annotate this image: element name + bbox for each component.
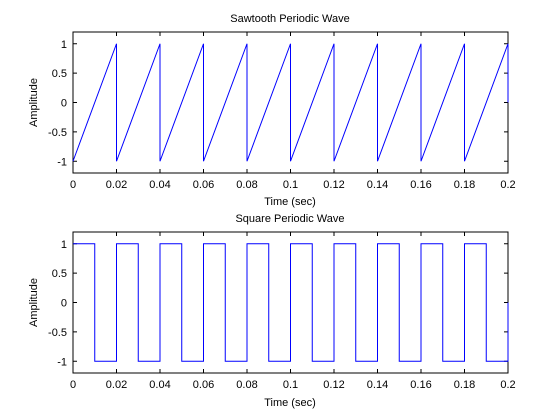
- square-x-tick-label: 0.18: [454, 379, 475, 391]
- square-x-tick-label: 0.1: [283, 379, 298, 391]
- square-y-tick-label: 1: [61, 239, 67, 251]
- sawtooth-y-tick-label: 0: [61, 98, 67, 110]
- square-y-axis-label: Amplitude: [28, 278, 40, 327]
- square-x-tick-label: 0.16: [410, 379, 431, 391]
- square-y-tick-label: -0.5: [48, 327, 67, 339]
- sawtooth-y-axis-label: Amplitude: [28, 78, 40, 127]
- square-wave-line: [73, 243, 509, 362]
- square-x-tick-label: 0.14: [367, 379, 388, 391]
- sawtooth-x-tick-label: 0.12: [323, 179, 344, 191]
- sawtooth-x-tick-label: 0.14: [367, 179, 388, 191]
- square-x-tick-label: 0.02: [106, 379, 127, 391]
- square-x-tick-label: 0.12: [323, 379, 344, 391]
- square-x-ticks: 0 0.02 0.04 0.06 0.08 0.1 0.12 0.14 0.16 0.18 0.2: [70, 232, 516, 391]
- sawtooth-x-tick-label: 0: [70, 179, 76, 191]
- square-subplot: Square Periodic Wave 0 0.02 0.04 0.06 0.08 0.…: [28, 213, 516, 409]
- sawtooth-subplot: Sawtooth Periodic Wave 0 0.02 0.04 0.06 0.08…: [28, 13, 516, 208]
- square-title: Square Periodic Wave: [235, 213, 344, 225]
- sawtooth-wave-line: [72, 43, 509, 162]
- sawtooth-x-tick-label: 0.1: [283, 179, 298, 191]
- square-x-tick-label: 0.08: [236, 379, 257, 391]
- square-x-tick-label: 0.2: [500, 379, 515, 391]
- sawtooth-x-tick-label: 0.2: [500, 179, 515, 191]
- sawtooth-series: [72, 43, 509, 162]
- sawtooth-x-tick-label: 0.18: [454, 179, 475, 191]
- sawtooth-y-tick-label: 0.5: [52, 68, 67, 80]
- sawtooth-x-tick-label: 0.08: [236, 179, 257, 191]
- sawtooth-x-axis-label: Time (sec): [264, 196, 316, 208]
- square-series: [73, 243, 509, 362]
- square-x-tick-label: 0.06: [193, 379, 214, 391]
- square-y-tick-label: 0: [61, 298, 67, 310]
- sawtooth-x-tick-label: 0.16: [410, 179, 431, 191]
- square-x-axis-label: Time (sec): [264, 397, 316, 409]
- sawtooth-x-tick-label: 0.06: [193, 179, 214, 191]
- sawtooth-title: Sawtooth Periodic Wave: [230, 13, 349, 25]
- sawtooth-y-tick-label: -1: [57, 156, 67, 168]
- sawtooth-x-ticks: 0 0.02 0.04 0.06 0.08 0.1 0.12 0.14 0.16 0.18 0.2: [70, 32, 516, 191]
- sawtooth-y-ticks: 1 0.5 0 -0.5 -1: [48, 39, 508, 168]
- sawtooth-y-tick-label: 1: [61, 39, 67, 51]
- square-x-tick-label: 0: [70, 379, 76, 391]
- square-x-tick-label: 0.04: [149, 379, 170, 391]
- sawtooth-x-tick-label: 0.04: [149, 179, 170, 191]
- sawtooth-x-tick-label: 0.02: [106, 179, 127, 191]
- sawtooth-y-tick-label: -0.5: [48, 127, 67, 139]
- square-y-tick-label: -1: [57, 356, 67, 368]
- square-y-tick-label: 0.5: [52, 268, 67, 280]
- square-y-ticks: 1 0.5 0 -0.5 -1: [48, 239, 508, 368]
